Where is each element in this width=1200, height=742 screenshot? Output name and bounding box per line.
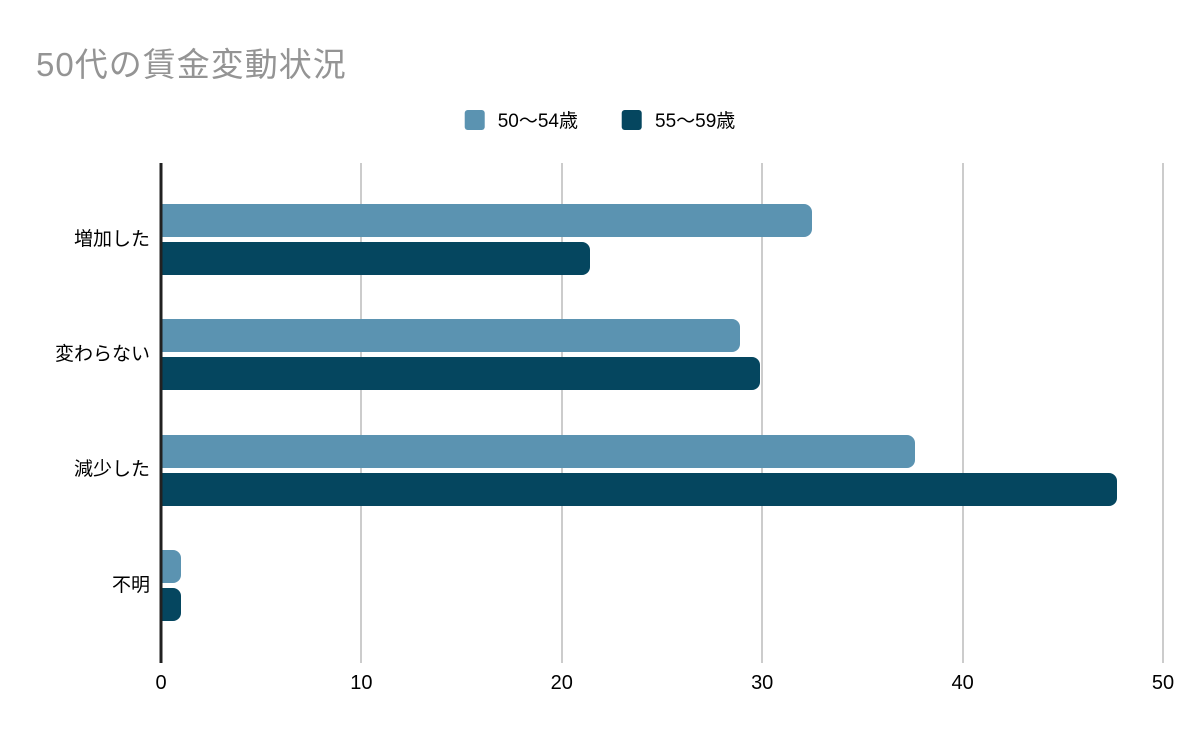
bar-group-3 xyxy=(161,550,1163,622)
bar-group-2 xyxy=(161,434,1163,506)
category-label-1: 変わらない xyxy=(54,343,150,365)
gridline-40 xyxy=(961,163,964,663)
chart-title: 50代の賃金変動状況 xyxy=(36,46,347,83)
legend-swatch-icon xyxy=(464,109,485,130)
legend-label: 55〜59歳 xyxy=(655,111,736,132)
category-label-2: 減少した xyxy=(73,459,150,481)
bar-series1-cat3 xyxy=(161,588,182,622)
legend-item-0: 50〜54歳 xyxy=(464,106,578,133)
x-tick-label-30: 30 xyxy=(751,672,774,694)
legend-label: 50〜54歳 xyxy=(497,111,578,132)
x-tick-label-40: 40 xyxy=(951,672,974,694)
x-tick-label-20: 20 xyxy=(550,672,573,694)
category-label-0: 増加した xyxy=(73,228,150,250)
bar-series0-cat1 xyxy=(161,319,741,353)
bar-series1-cat0 xyxy=(161,242,590,275)
gridline-10 xyxy=(360,163,363,663)
bar-series1-cat1 xyxy=(161,357,761,391)
legend: 50〜54歳 55〜59歳 xyxy=(464,106,735,133)
bar-group-1 xyxy=(161,319,1163,391)
gridline-30 xyxy=(761,163,764,663)
bar-series0-cat2 xyxy=(161,434,915,468)
bar-series0-cat0 xyxy=(161,204,813,237)
x-tick-label-0: 0 xyxy=(155,672,167,694)
bar-group-0 xyxy=(161,204,1163,275)
gridline-50 xyxy=(1162,163,1164,663)
bar-series0-cat3 xyxy=(161,550,182,584)
x-tick-label-50: 50 xyxy=(1151,672,1175,694)
category-label-3: 不明 xyxy=(111,574,150,596)
gridline-20 xyxy=(560,163,563,663)
legend-item-1: 55〜59歳 xyxy=(622,106,735,133)
value-axis-baseline xyxy=(159,163,163,663)
bar-series1-cat2 xyxy=(161,472,1117,506)
legend-swatch-icon xyxy=(622,109,642,130)
plot-area xyxy=(159,163,1164,663)
x-tick-label-10: 10 xyxy=(350,672,373,694)
